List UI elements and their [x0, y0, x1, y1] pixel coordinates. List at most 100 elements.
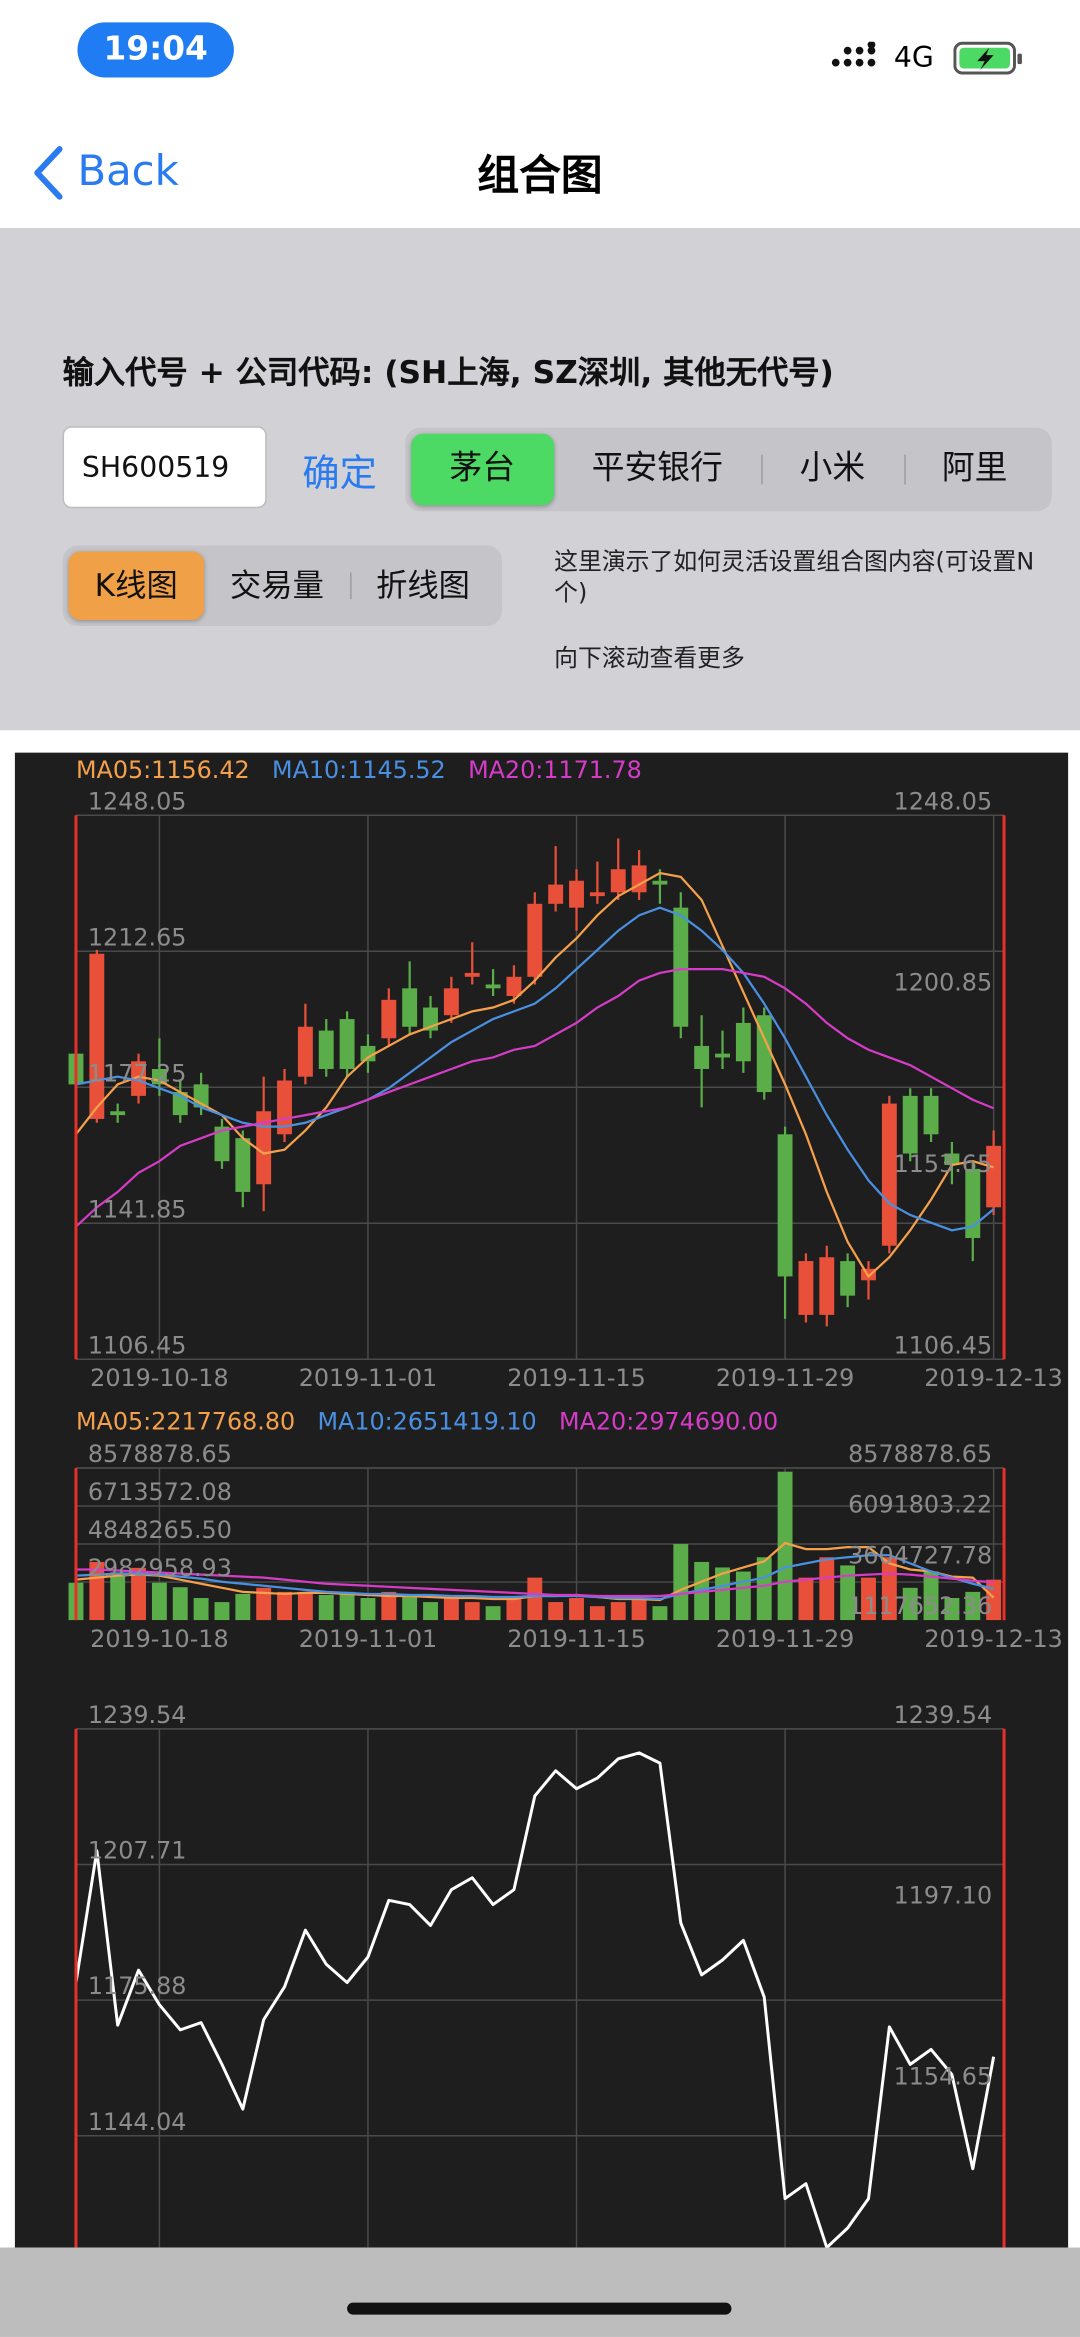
- candle-body: [652, 880, 668, 885]
- candle-body: [527, 903, 543, 977]
- candle-body: [360, 1045, 376, 1062]
- candle-body: [923, 1095, 939, 1135]
- volume-bar: [902, 1587, 918, 1621]
- candle-body: [881, 1103, 897, 1246]
- y-tick-label: 1106.45: [88, 1331, 187, 1359]
- ma-line: [75, 906, 995, 1232]
- segment[interactable]: 小米: [761, 434, 903, 506]
- volume-bar: [923, 1571, 939, 1621]
- candle-body: [589, 892, 605, 897]
- segment[interactable]: 平安银行: [591, 450, 723, 488]
- y-tick-label: 2982958.93: [88, 1554, 232, 1582]
- y2-tick-label: 1200.85: [894, 969, 993, 997]
- volume-bar: [840, 1565, 856, 1621]
- volume-bar: [756, 1557, 772, 1621]
- candle-body: [694, 1045, 710, 1069]
- volume-bar: [735, 1571, 751, 1621]
- y2-tick-label: 1197.10: [894, 1882, 993, 1910]
- volume-bar: [715, 1567, 730, 1621]
- legend-entry: MA10:2651419.10: [318, 1407, 537, 1435]
- segment[interactable]: 折线图: [349, 551, 496, 620]
- candle-body: [715, 1053, 730, 1058]
- volume-bar: [297, 1591, 313, 1621]
- volume-bar: [402, 1594, 418, 1621]
- confirm-button[interactable]: 确定: [302, 451, 377, 495]
- x-tick-label: 2019-11-15: [507, 1625, 645, 1653]
- x-tick-label: 2019-10-18: [90, 1364, 228, 1392]
- legend-entry: MA05:2217768.80: [76, 1407, 295, 1435]
- x-tick-label: 2019-11-01: [299, 1625, 437, 1653]
- segment[interactable]: 茅台: [411, 433, 554, 506]
- volume-bar: [423, 1602, 438, 1621]
- candle-body: [256, 1111, 272, 1185]
- y-tick-label: 1212.65: [88, 923, 187, 951]
- volume-bar: [861, 1577, 876, 1621]
- volume-bar: [631, 1598, 647, 1621]
- volume-bar: [944, 1598, 960, 1621]
- candle-body: [89, 953, 105, 1119]
- candle-body: [569, 880, 584, 908]
- candle-body: [214, 1126, 230, 1162]
- candle-body: [443, 988, 459, 1016]
- volume-bar: [485, 1606, 501, 1621]
- volume-bar: [527, 1577, 543, 1621]
- volume-bar: [506, 1598, 522, 1621]
- y2-tick-label: 1239.54: [894, 1701, 993, 1729]
- volume-bar: [610, 1602, 626, 1621]
- y-tick-label: 6713572.08: [88, 1478, 232, 1506]
- volume-bar: [172, 1587, 188, 1621]
- segment[interactable]: K线图: [68, 551, 204, 621]
- code-input[interactable]: SH600519: [62, 426, 267, 509]
- candle-body: [110, 1111, 126, 1116]
- y-tick-label: 1239.54: [88, 1701, 187, 1729]
- y-tick-label: 1141.85: [88, 1195, 187, 1223]
- candle-body: [735, 1022, 751, 1062]
- volume-bar: [548, 1602, 564, 1621]
- volume-bar: [986, 1579, 1002, 1621]
- back-chevron[interactable]: [30, 145, 72, 202]
- prompt-label: 输入代号 + 公司代码: (SH上海, SZ深圳, 其他无代号): [62, 354, 834, 391]
- ma-line: [75, 967, 995, 1228]
- candle-body: [986, 1145, 1002, 1208]
- y-tick-label: 1248.05: [88, 787, 187, 815]
- volume-bar: [235, 1593, 251, 1621]
- x-tick-label: 2019-11-29: [716, 1625, 854, 1653]
- back-button[interactable]: Back: [77, 146, 179, 196]
- y2-tick-label: 1154.65: [894, 2063, 993, 2091]
- volume-bar: [443, 1598, 459, 1621]
- candle-body: [277, 1080, 292, 1135]
- candle-body: [485, 984, 501, 989]
- bottom-bar: [0, 2247, 1080, 2337]
- y2-tick-label: 1248.05: [894, 787, 993, 815]
- x-tick-label: 2019-11-29: [716, 1364, 854, 1392]
- y2-tick-label: 6091803.22: [848, 1491, 992, 1519]
- volume-bar: [339, 1591, 355, 1621]
- x-tick-label: 2019-12-13: [924, 1364, 1062, 1392]
- x-tick-label: 2019-10-18: [90, 1625, 228, 1653]
- view-selector: K线图 交易量 折线图: [62, 545, 503, 626]
- volume-bar: [277, 1591, 292, 1621]
- volume-bar: [318, 1594, 334, 1621]
- volume-bar: [360, 1598, 376, 1621]
- volume-bar: [569, 1598, 584, 1621]
- stock-selector: 茅台 平安银行 小米 阿里: [405, 427, 1052, 512]
- volume-bar: [673, 1544, 689, 1621]
- status-time: 19:04: [77, 22, 234, 78]
- candle-body: [464, 972, 480, 977]
- volume-bar: [131, 1567, 146, 1621]
- segment[interactable]: 阿里: [903, 434, 1046, 506]
- candle-body: [673, 907, 689, 1027]
- candle-body: [548, 884, 564, 904]
- price-line: [74, 1751, 996, 2250]
- y2-tick-label: 1117652.36: [848, 1592, 992, 1620]
- home-indicator[interactable]: [347, 2302, 732, 2315]
- candle-body: [381, 999, 397, 1039]
- volume-bar: [652, 1606, 668, 1621]
- volume-bar: [777, 1471, 793, 1621]
- segment[interactable]: 交易量: [229, 567, 324, 604]
- volume-bar: [965, 1591, 981, 1621]
- candle-body: [944, 1153, 960, 1166]
- y-tick-label: 1207.71: [88, 1837, 187, 1865]
- nav-title: 组合图: [477, 150, 603, 200]
